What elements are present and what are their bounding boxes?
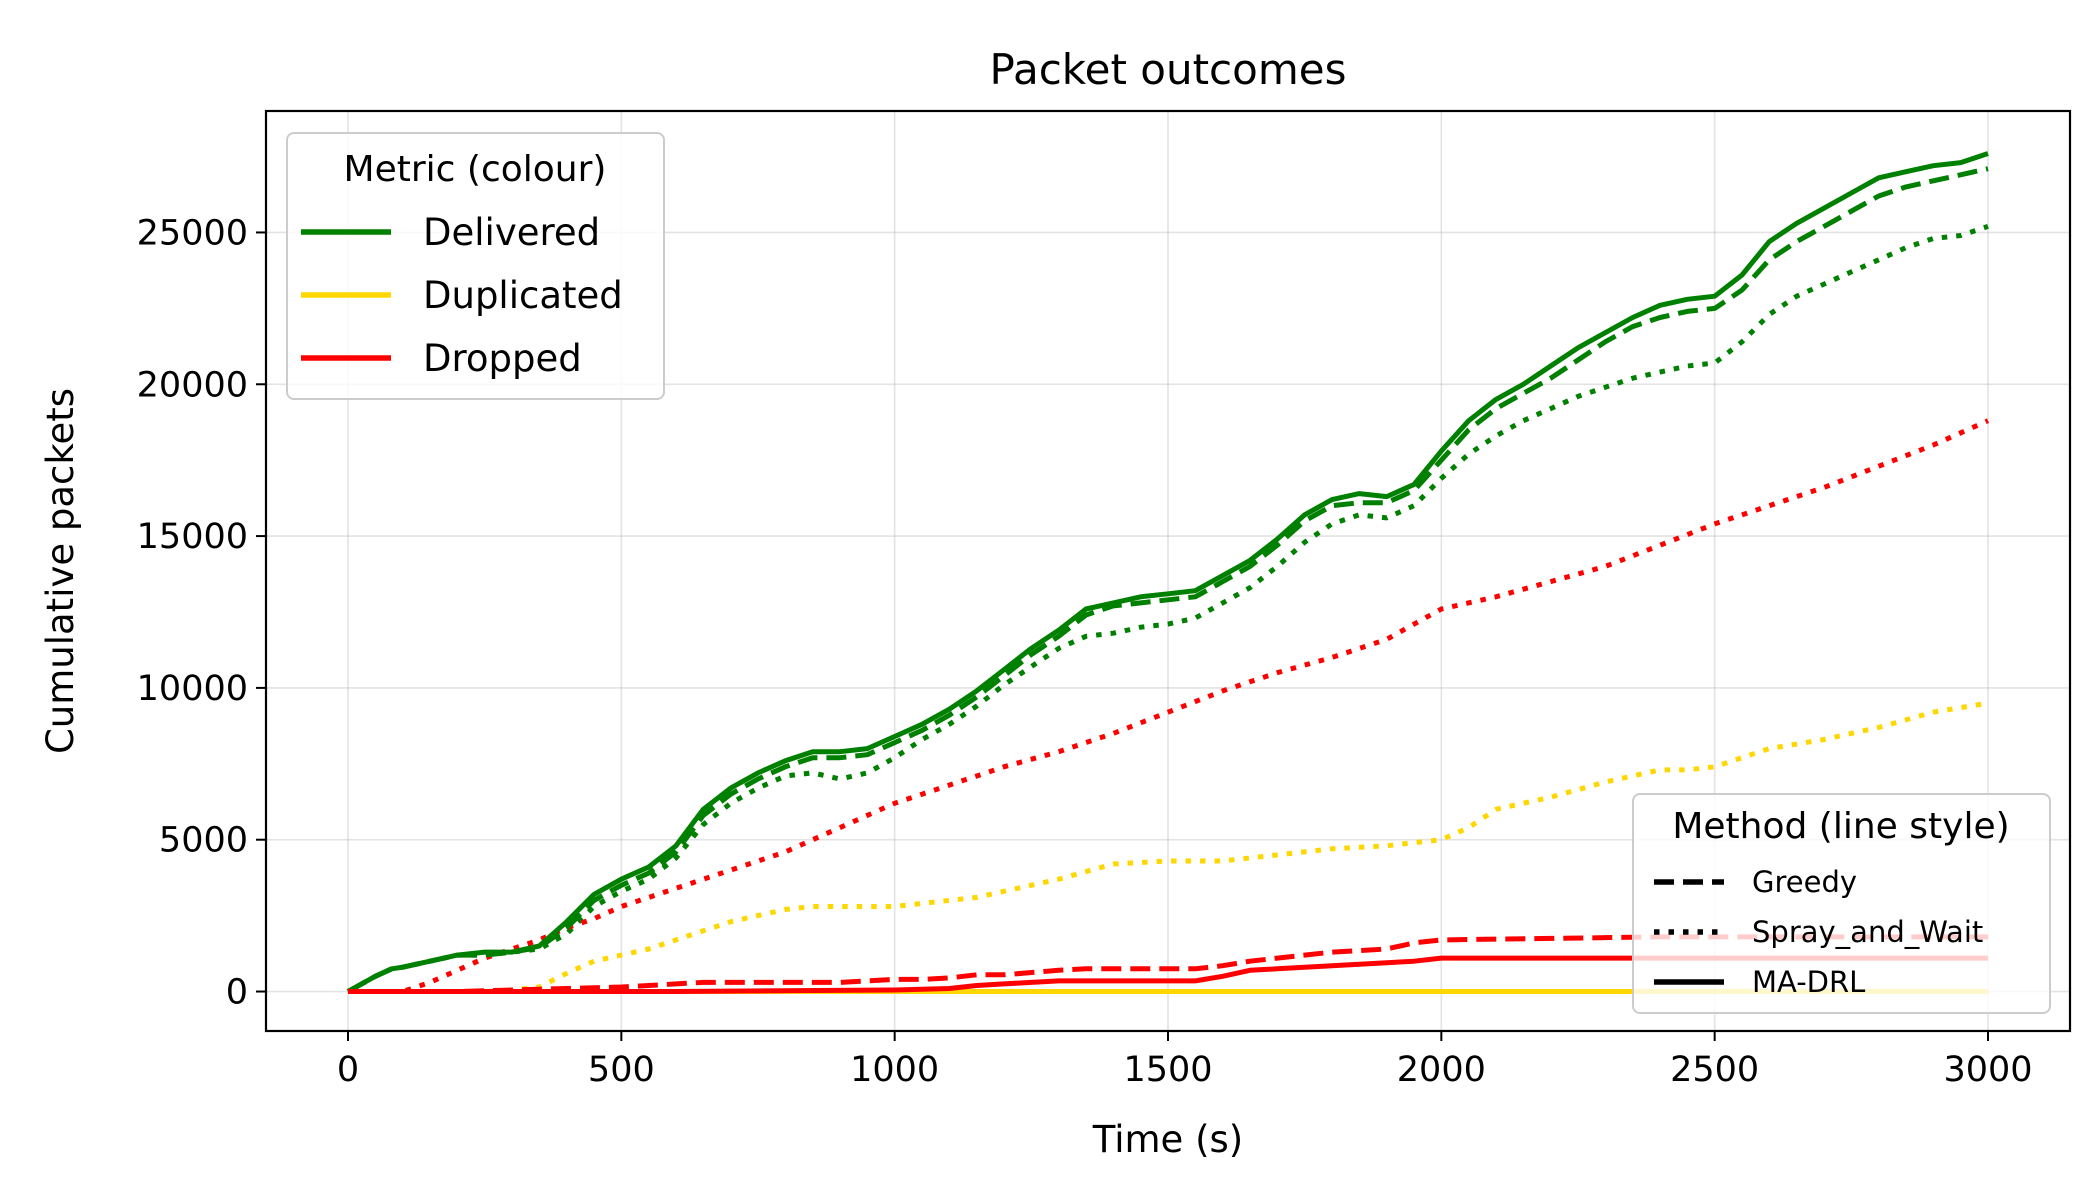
series-line-delivered-greedy (346, 166, 1989, 994)
series-line-dropped-ma-drl (348, 955, 1988, 994)
y-tick-label: 25000 (137, 213, 248, 253)
series-line-duplicated-spray-and-wait (348, 700, 1989, 994)
x-tick-label: 3000 (1943, 1050, 2032, 1090)
legend-method-box (1632, 793, 2051, 1014)
y-tick-label: 15000 (137, 517, 248, 557)
y-tick-label: 0 (226, 973, 248, 1013)
legend-method: Method (line style) Greedy Spray_and_Wai… (1632, 793, 2051, 1014)
y-tick-label: 10000 (137, 669, 248, 709)
legend-label-delivered: Delivered (423, 211, 600, 254)
x-tick-label: 2000 (1397, 1050, 1486, 1090)
x-tick-label: 0 (337, 1050, 359, 1090)
series-line-delivered-spray-and-wait (346, 224, 1989, 994)
legend-metric-box (286, 132, 665, 400)
legend-label-dropped: Dropped (423, 337, 582, 380)
y-tick-label: 5000 (159, 821, 248, 861)
x-tick-label: 1500 (1123, 1050, 1212, 1090)
legend-metric-title: Metric (colour) (344, 149, 607, 190)
legend-label-ma-drl: MA-DRL (1752, 965, 1865, 999)
chart-title: Packet outcomes (990, 45, 1347, 94)
x-tick-label: 2500 (1670, 1050, 1759, 1090)
series-line-dropped-spray-and-wait (348, 418, 1990, 994)
series-line-dropped-greedy (348, 934, 1988, 994)
legend-metric: Metric (colour) Delivered Duplicated Dro… (286, 132, 665, 400)
y-tick-label: 20000 (137, 365, 248, 405)
y-axis-label: Cumulative packets (39, 388, 82, 754)
legend-label-spray-and-wait: Spray_and_Wait (1752, 915, 1983, 949)
legend-label-duplicated: Duplicated (423, 274, 623, 317)
x-tick-label: 500 (588, 1050, 655, 1090)
x-axis-label: Time (s) (1092, 1118, 1243, 1161)
axis-ticks: 0 500 1000 1500 2000 2500 3000 0 5000 10000 15000 2… (137, 213, 2033, 1090)
legend-label-greedy: Greedy (1752, 865, 1857, 899)
legend-method-title: Method (line style) (1672, 806, 2009, 847)
x-tick-label: 1000 (850, 1050, 939, 1090)
series-line-delivered-ma-drl (346, 151, 1989, 994)
